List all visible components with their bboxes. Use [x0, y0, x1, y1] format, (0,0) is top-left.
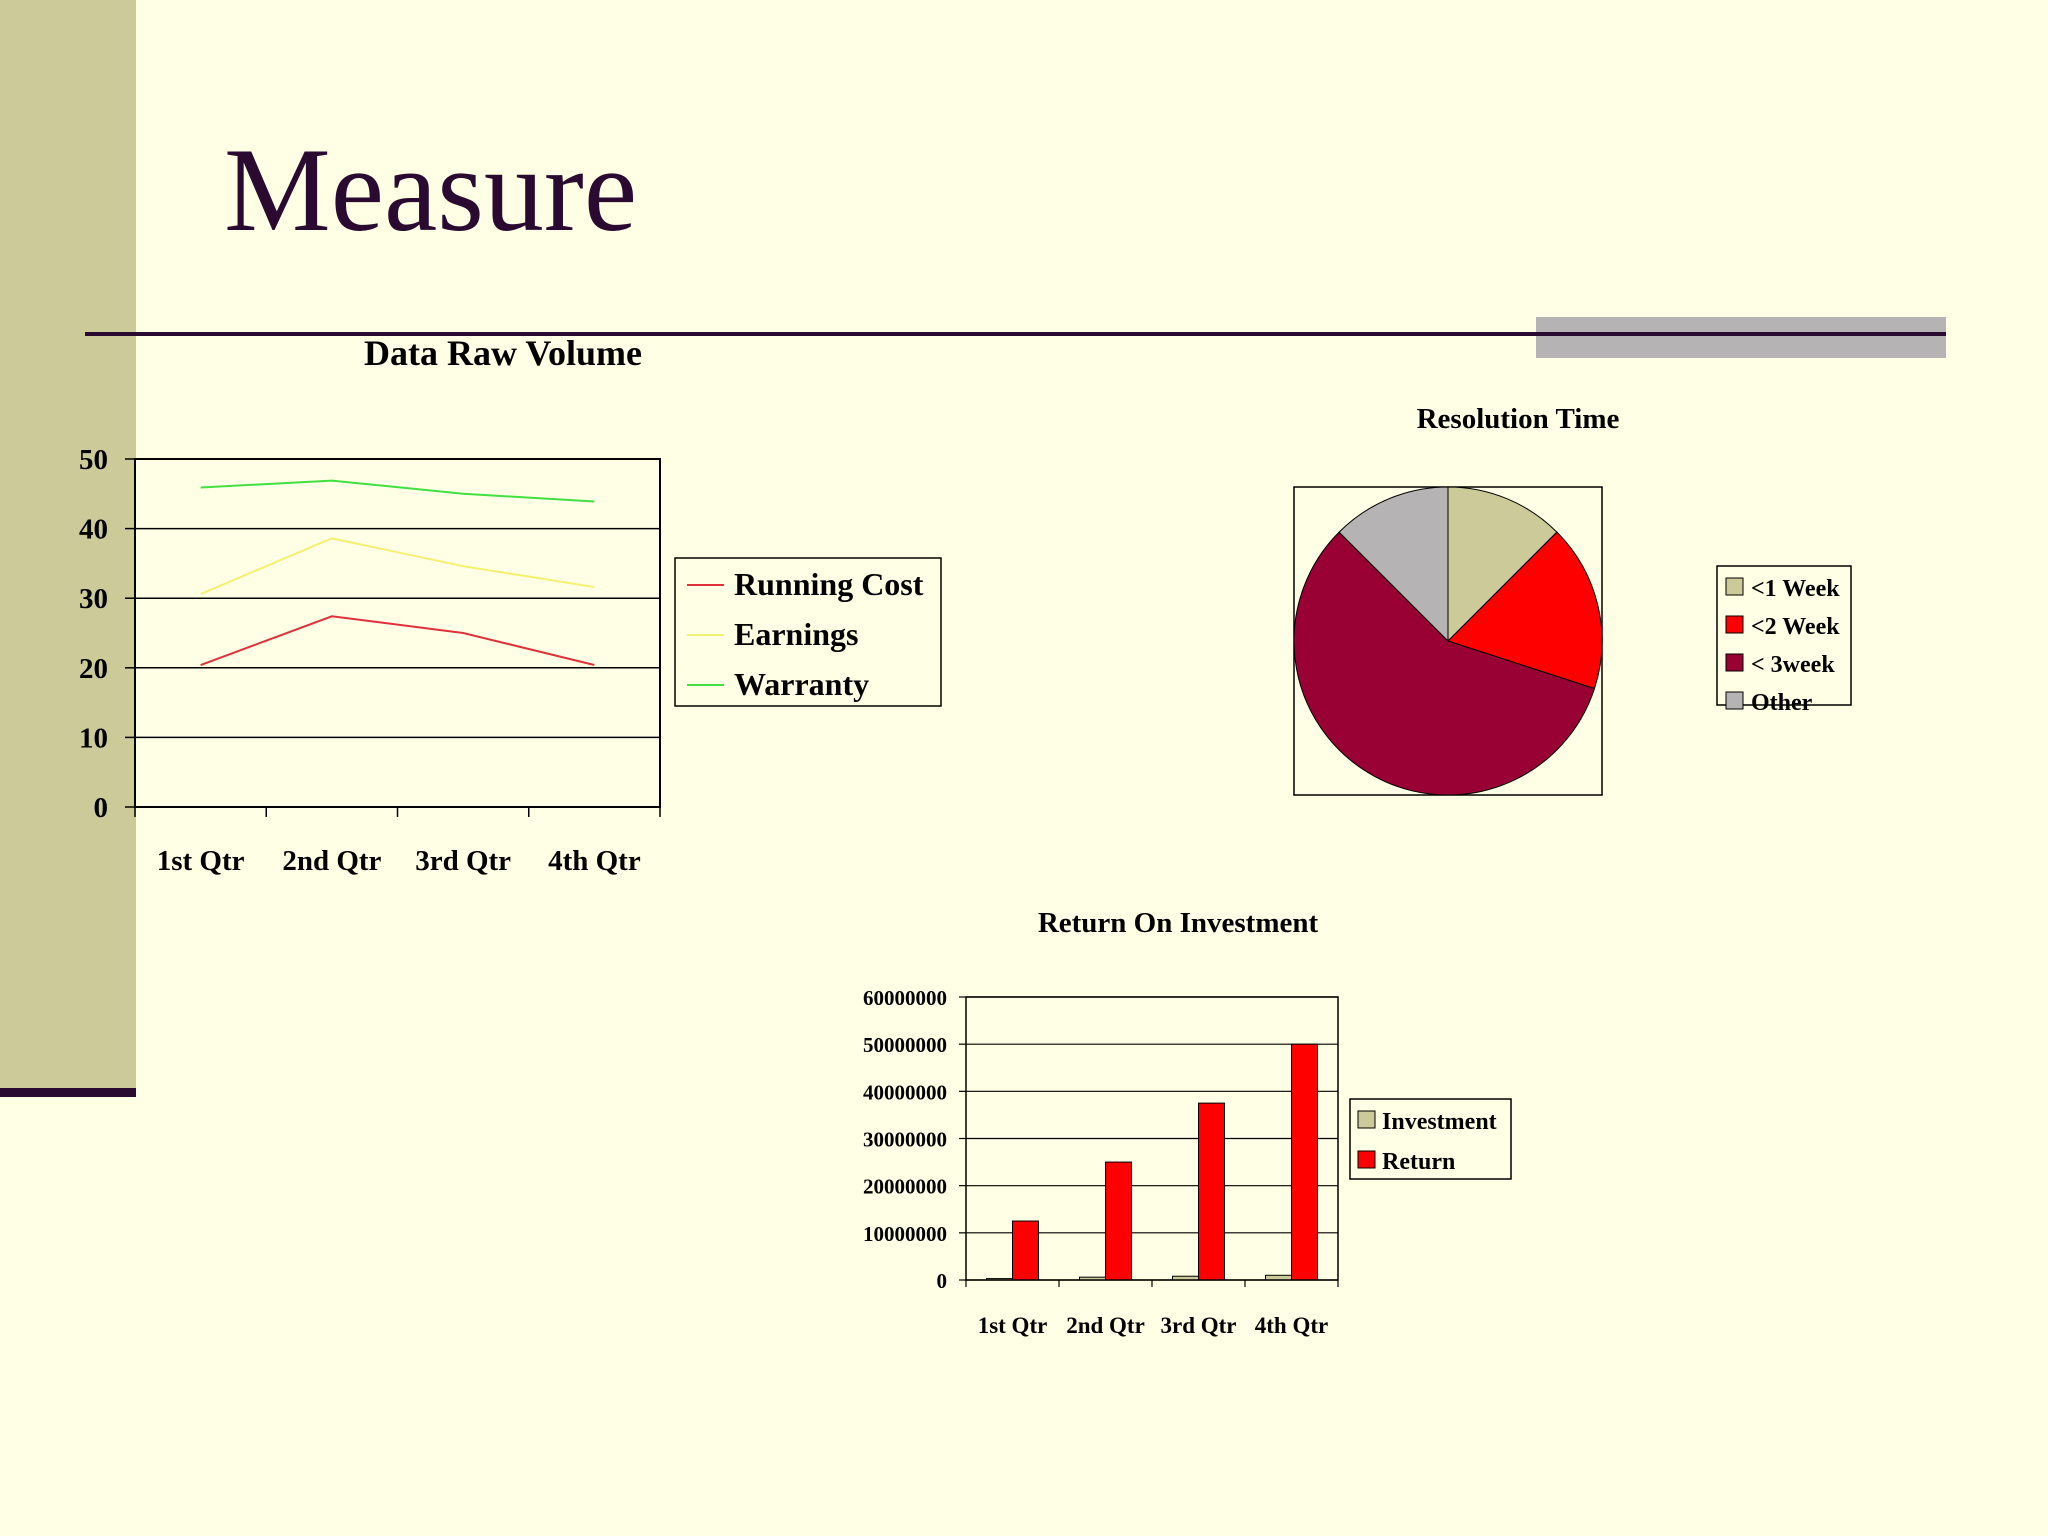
bar-1-0: [1012, 1220, 1039, 1281]
pie-legend-swatch: [1725, 653, 1744, 672]
bar-y-ticks: 0 10000000 20000000 30000000 40000000 5000000…: [863, 986, 966, 1293]
bar-marks: [986, 1043, 1318, 1281]
bar-y-tick-label: 10000000: [863, 1222, 947, 1246]
line-legend-label: Earnings: [734, 616, 858, 652]
line-y-ticks: 0 10 20 30 40 50: [79, 444, 135, 824]
line-x-tick-label: 2nd Qtr: [282, 845, 381, 877]
line-y-tick-label: 20: [79, 653, 108, 685]
bar-legend-label: Return: [1382, 1149, 1455, 1175]
line-y-tick-label: 30: [79, 583, 108, 615]
line-gridlines: [135, 458, 660, 808]
line-y-tick-label: 50: [79, 444, 108, 476]
line-series-0: [200, 615, 595, 666]
accent-bar: [1536, 317, 1946, 358]
bar-legend: Investment Return: [1349, 1098, 1512, 1180]
bar-y-tick-label: 20000000: [863, 1175, 947, 1199]
line-plot-frame: [134, 458, 661, 808]
pie-legend-swatch: [1725, 615, 1744, 634]
bar-y-tick-label: 30000000: [863, 1128, 947, 1152]
line-chart: Data Raw Volume 0 10 20 30 40 50 1st Qtr 2nd Q…: [79, 340, 942, 877]
line-x-tick-label: 1st Qtr: [157, 845, 245, 877]
bar-legend-label: Investment: [1382, 1109, 1497, 1135]
pie-slice-1: [1447, 531, 1603, 690]
line-series-1: [200, 537, 595, 595]
bar-legend-swatch: [1357, 1150, 1376, 1169]
pie-slice-2: [1293, 531, 1596, 796]
line-legend: Running Cost Earnings Warranty: [674, 557, 942, 707]
pie-chart-title: Resolution Time: [1417, 403, 1620, 435]
bar-1-1: [1105, 1161, 1132, 1281]
bar-x-tick-label: 3rd Qtr: [1160, 1313, 1236, 1338]
sidebar-decoration: [0, 0, 136, 1090]
line-y-tick-label: 0: [94, 792, 109, 824]
bar-1-2: [1198, 1102, 1225, 1281]
bar-y-tick-label: 50000000: [863, 1033, 947, 1057]
line-legend-label: Warranty: [734, 666, 869, 702]
bar-legend-frame: [1349, 1098, 1512, 1180]
bar-x-ticks: 1st Qtr 2nd Qtr 3rd Qtr 4th Qtr: [965, 1280, 1339, 1338]
bar-legend-swatch: [1357, 1110, 1376, 1129]
bar-y-tick-label: 60000000: [863, 986, 947, 1010]
bar-y-tick-label: 40000000: [863, 1080, 947, 1104]
pie-slice-0: [1447, 486, 1558, 643]
bar-x-tick-label: 2nd Qtr: [1066, 1313, 1145, 1338]
bar-x-tick-label: 1st Qtr: [978, 1313, 1048, 1338]
slide-title: Measure: [224, 123, 638, 256]
title-divider: [85, 332, 1946, 336]
line-legend-label: Running Cost: [734, 566, 924, 602]
pie-legend-swatch: [1725, 577, 1744, 596]
bar-x-tick-label: 4th Qtr: [1255, 1313, 1328, 1338]
pie-legend-label: Other: [1751, 690, 1813, 716]
line-y-tick-label: 40: [79, 514, 108, 546]
bar-chart-title: Return On Investment: [1038, 907, 1319, 939]
line-series-2: [200, 479, 595, 503]
bar-chart: Return On Investment 0 10000000 20000000 30…: [863, 907, 1512, 1338]
bar-y-tick-label: 0: [937, 1269, 948, 1293]
line-x-ticks: 1st Qtr 2nd Qtr 3rd Qtr 4th Qtr: [134, 807, 661, 877]
bar-1-3: [1291, 1043, 1318, 1281]
sidebar-bottom-rule: [0, 1088, 136, 1097]
pie-legend: <1 Week <2 Week < 3week Other: [1716, 565, 1852, 716]
pie-chart: Resolution Time <1 Week <2 Week < 3week Oth…: [1293, 403, 1852, 796]
pie-slices: [1293, 486, 1603, 796]
pie-slice-3: [1338, 486, 1449, 643]
pie-legend-swatch: [1725, 691, 1744, 710]
line-x-tick-label: 4th Qtr: [548, 845, 641, 877]
line-chart-title: Data Raw Volume: [364, 340, 642, 373]
bar-gridlines: [966, 996, 1338, 1281]
pie-legend-label: < 3week: [1751, 652, 1835, 678]
line-legend-frame: [674, 557, 942, 707]
pie-legend-label: <2 Week: [1751, 614, 1840, 640]
bar-plot-frame: [965, 996, 1339, 1281]
line-y-tick-label: 10: [79, 722, 108, 754]
pie-legend-label: <1 Week: [1751, 576, 1840, 602]
line-series-group: [200, 479, 595, 666]
line-x-tick-label: 3rd Qtr: [415, 845, 511, 877]
